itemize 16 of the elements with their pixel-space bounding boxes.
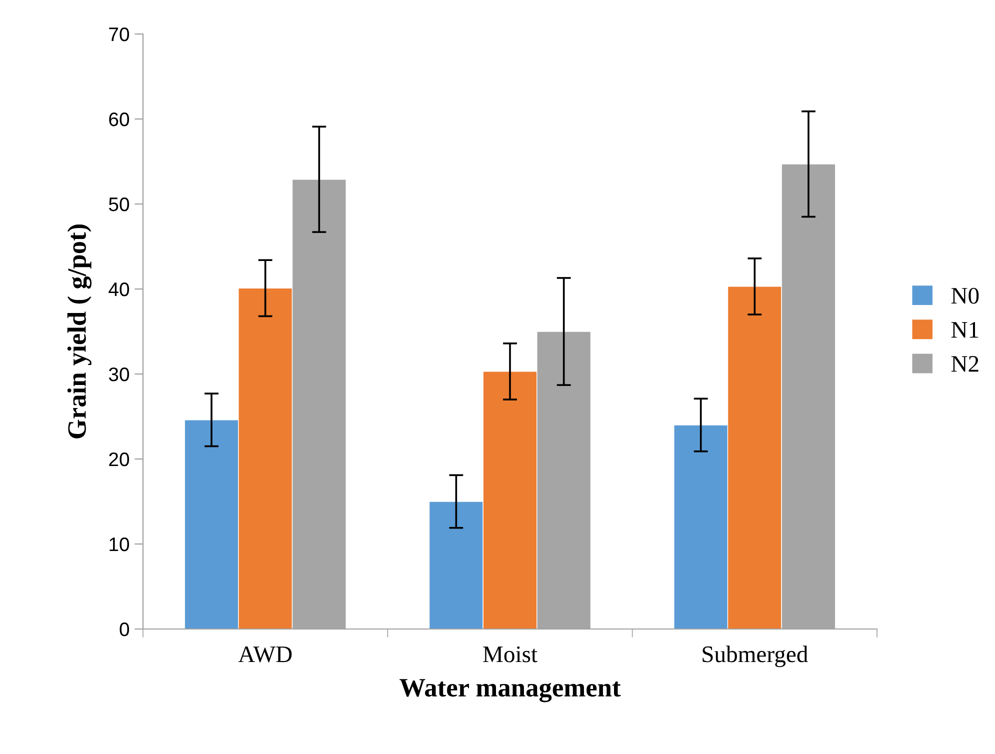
legend-label: N1 (951, 322, 978, 338)
y-tick-label: 30 (108, 367, 130, 382)
legend-label: N0 (951, 288, 979, 304)
y-axis-title: Grain yield ( g/pot) (67, 224, 92, 438)
x-tick-label: Moist (483, 646, 538, 662)
legend-label: N2 (951, 356, 978, 372)
y-tick-label: 20 (109, 452, 130, 466)
x-tick-label: AWD (238, 646, 292, 662)
x-axis-title: Water management (400, 679, 621, 702)
y-tick-label: 50 (108, 197, 130, 212)
y-tick-label: 40 (108, 282, 130, 296)
y-tick-label: 70 (109, 27, 130, 42)
x-tick-label: Submerged (702, 646, 808, 668)
y-tick-label: 0 (120, 622, 130, 636)
y-tick-label: 10 (110, 537, 130, 552)
y-tick-label: 60 (109, 112, 130, 126)
